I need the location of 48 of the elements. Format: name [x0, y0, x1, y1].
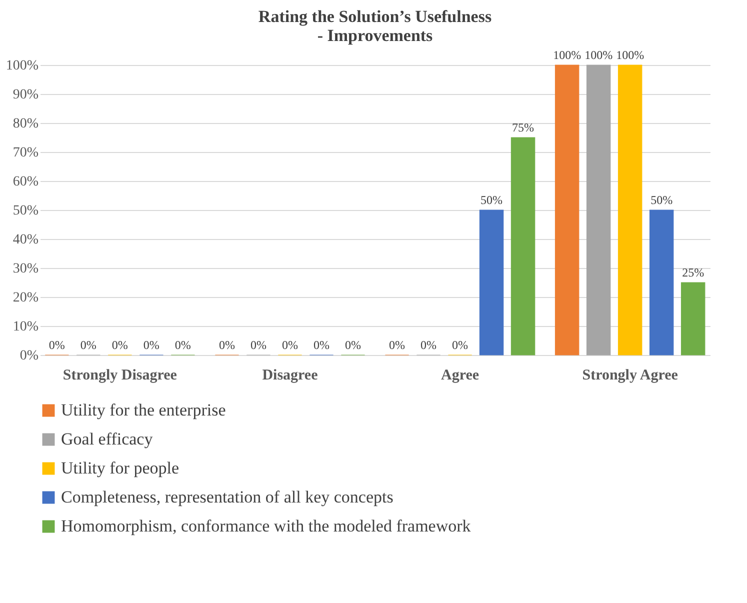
y-tick-label: 50% — [12, 204, 39, 218]
data-label: 0% — [80, 338, 96, 352]
bar — [618, 64, 642, 356]
x-tick-label: Strongly Agree — [582, 368, 678, 384]
y-tick-label: 70% — [12, 146, 39, 160]
legend-label: Utility for the enterprise — [61, 400, 226, 420]
bar — [554, 64, 580, 356]
data-label: 0% — [282, 338, 298, 352]
chart-title: Rating the Solution’s Usefulness - Improvements — [258, 7, 492, 45]
bar — [586, 64, 611, 356]
y-tick-label: 90% — [12, 88, 39, 102]
y-tick-label: 10% — [12, 320, 39, 334]
data-label: 100% — [584, 48, 613, 62]
data-label: 0% — [48, 338, 65, 352]
data-label: 0% — [174, 338, 191, 352]
data-label: 50% — [480, 193, 503, 207]
y-tick-label: 40% — [12, 232, 39, 248]
x-tick-label: Disagree — [262, 368, 318, 384]
data-label: 0% — [344, 338, 361, 352]
data-label: 100% — [616, 48, 644, 62]
data-label: 0% — [143, 338, 160, 352]
bar — [680, 282, 706, 356]
legend-label: Homomorphism, conformance with the modeled framework — [61, 516, 472, 536]
bar — [479, 210, 504, 356]
data-label: 0% — [420, 338, 437, 352]
y-tick-label: 30% — [12, 262, 39, 276]
data-label: 100% — [553, 48, 582, 62]
x-tick-label: Agree — [441, 368, 480, 384]
y-tick-label: 60% — [12, 174, 39, 190]
data-label: 50% — [650, 193, 673, 207]
data-label: 75% — [512, 120, 534, 134]
data-label: 0% — [112, 338, 128, 352]
data-label: 0% — [313, 338, 330, 352]
data-label: 0% — [452, 338, 468, 352]
bar — [649, 210, 674, 356]
y-tick-label: 20% — [12, 290, 39, 306]
legend-label: Utility for people — [61, 458, 180, 478]
y-tick-label: 100% — [6, 58, 39, 74]
y-tick-label: 0% — [20, 348, 39, 364]
x-tick-label: Strongly Disagree — [62, 368, 178, 384]
legend-label: Goal efficacy — [61, 430, 154, 448]
legend-label: Completeness, representation of all key concepts — [61, 488, 394, 506]
data-label: 0% — [389, 338, 406, 352]
bar — [510, 137, 536, 356]
data-label: 0% — [218, 338, 235, 352]
data-label: 25% — [682, 266, 704, 280]
data-label: 0% — [250, 338, 266, 352]
y-tick-label: 80% — [12, 116, 39, 132]
